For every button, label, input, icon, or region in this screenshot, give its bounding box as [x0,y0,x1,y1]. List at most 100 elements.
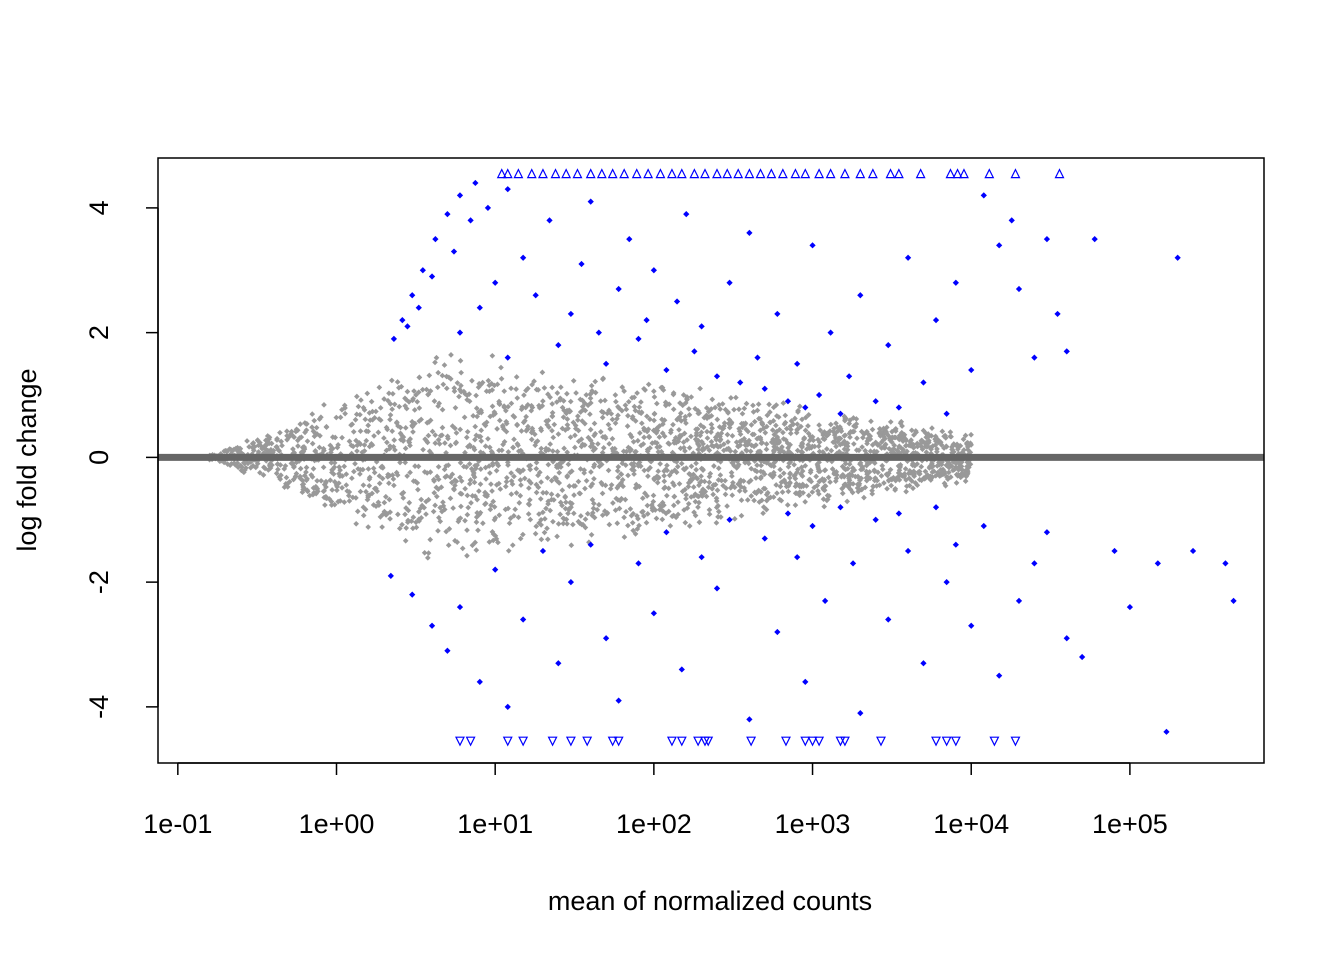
point-not-significant [800,489,806,496]
point-not-significant [439,432,445,439]
point-not-significant [625,412,631,419]
point-not-significant [581,400,588,407]
point-not-significant [513,490,520,496]
point-not-significant [641,513,647,519]
point-not-significant [605,421,612,428]
point-not-significant [799,441,806,447]
point-not-significant [841,432,848,439]
point-not-significant [473,405,480,412]
clip-down-triangle [582,736,593,747]
point-significant [952,279,959,286]
point-not-significant [387,416,393,423]
point-not-significant [357,411,363,418]
point-not-significant [445,435,451,442]
point-not-significant [502,506,509,513]
point-not-significant [910,461,916,467]
point-not-significant [294,437,301,444]
point-not-significant [687,472,694,478]
point-not-significant [490,531,497,537]
point-not-significant [533,489,540,496]
point-not-significant [511,473,517,480]
point-significant [643,317,650,324]
point-not-significant [841,446,848,452]
point-not-significant [515,514,522,521]
point-not-significant [918,463,925,470]
point-not-significant [883,471,890,478]
point-not-significant [406,499,413,506]
point-not-significant [678,460,685,467]
point-not-significant [715,465,722,472]
point-not-significant [402,537,409,544]
point-not-significant [451,385,458,391]
point-not-significant [908,427,915,434]
point-not-significant [621,388,627,394]
point-not-significant [491,504,498,510]
point-not-significant [671,482,677,489]
point-not-significant [934,463,941,469]
point-not-significant [443,385,450,392]
point-not-significant [874,477,881,484]
clip-up-triangle [572,168,583,179]
point-not-significant [754,435,760,442]
point-not-significant [825,431,832,438]
point-not-significant [476,488,482,494]
point-significant [409,292,416,299]
point-not-significant [728,395,734,401]
point-not-significant [731,516,738,522]
point-significant [1008,217,1015,224]
point-significant [650,610,657,617]
point-not-significant [278,472,284,479]
point-not-significant [713,442,720,448]
point-not-significant [527,466,533,473]
point-not-significant [763,446,770,453]
point-not-significant [670,512,677,519]
point-not-significant [505,403,511,410]
point-not-significant [668,427,674,434]
point-not-significant [458,382,464,389]
point-not-significant [635,437,641,444]
point-not-significant [267,461,273,467]
point-not-significant [815,443,822,450]
point-not-significant [514,440,521,447]
point-not-significant [535,472,541,479]
point-not-significant [901,472,908,479]
point-not-significant [879,466,886,473]
point-not-significant [629,394,635,401]
point-not-significant [862,484,869,491]
point-not-significant [541,529,548,536]
point-not-significant [618,471,625,478]
point-not-significant [309,424,315,431]
point-not-significant [570,521,576,528]
point-not-significant [701,414,708,421]
point-not-significant [415,486,421,493]
point-not-significant [389,406,395,413]
point-not-significant [760,510,766,517]
point-not-significant [853,416,860,422]
point-not-significant [427,536,434,543]
point-not-significant [501,403,507,409]
point-not-significant [354,448,360,454]
point-not-significant [859,444,865,450]
point-not-significant [903,442,909,449]
point-not-significant [464,392,470,399]
point-not-significant [783,483,790,490]
point-not-significant [277,476,284,482]
point-not-significant [881,442,888,449]
point-not-significant [538,536,545,543]
point-significant [872,398,879,405]
point-not-significant [649,507,656,514]
point-significant [857,709,864,717]
point-significant [663,529,670,536]
point-not-significant [939,428,946,435]
point-not-significant [604,410,611,417]
point-not-significant [436,514,442,521]
point-not-significant [472,423,479,430]
point-not-significant [384,439,390,446]
point-not-significant [754,468,760,475]
point-not-significant [824,497,830,504]
clip-up-triangle [1010,168,1021,179]
point-not-significant [301,446,308,453]
point-not-significant [575,438,582,445]
point-not-significant [366,476,373,483]
point-not-significant [887,466,894,473]
